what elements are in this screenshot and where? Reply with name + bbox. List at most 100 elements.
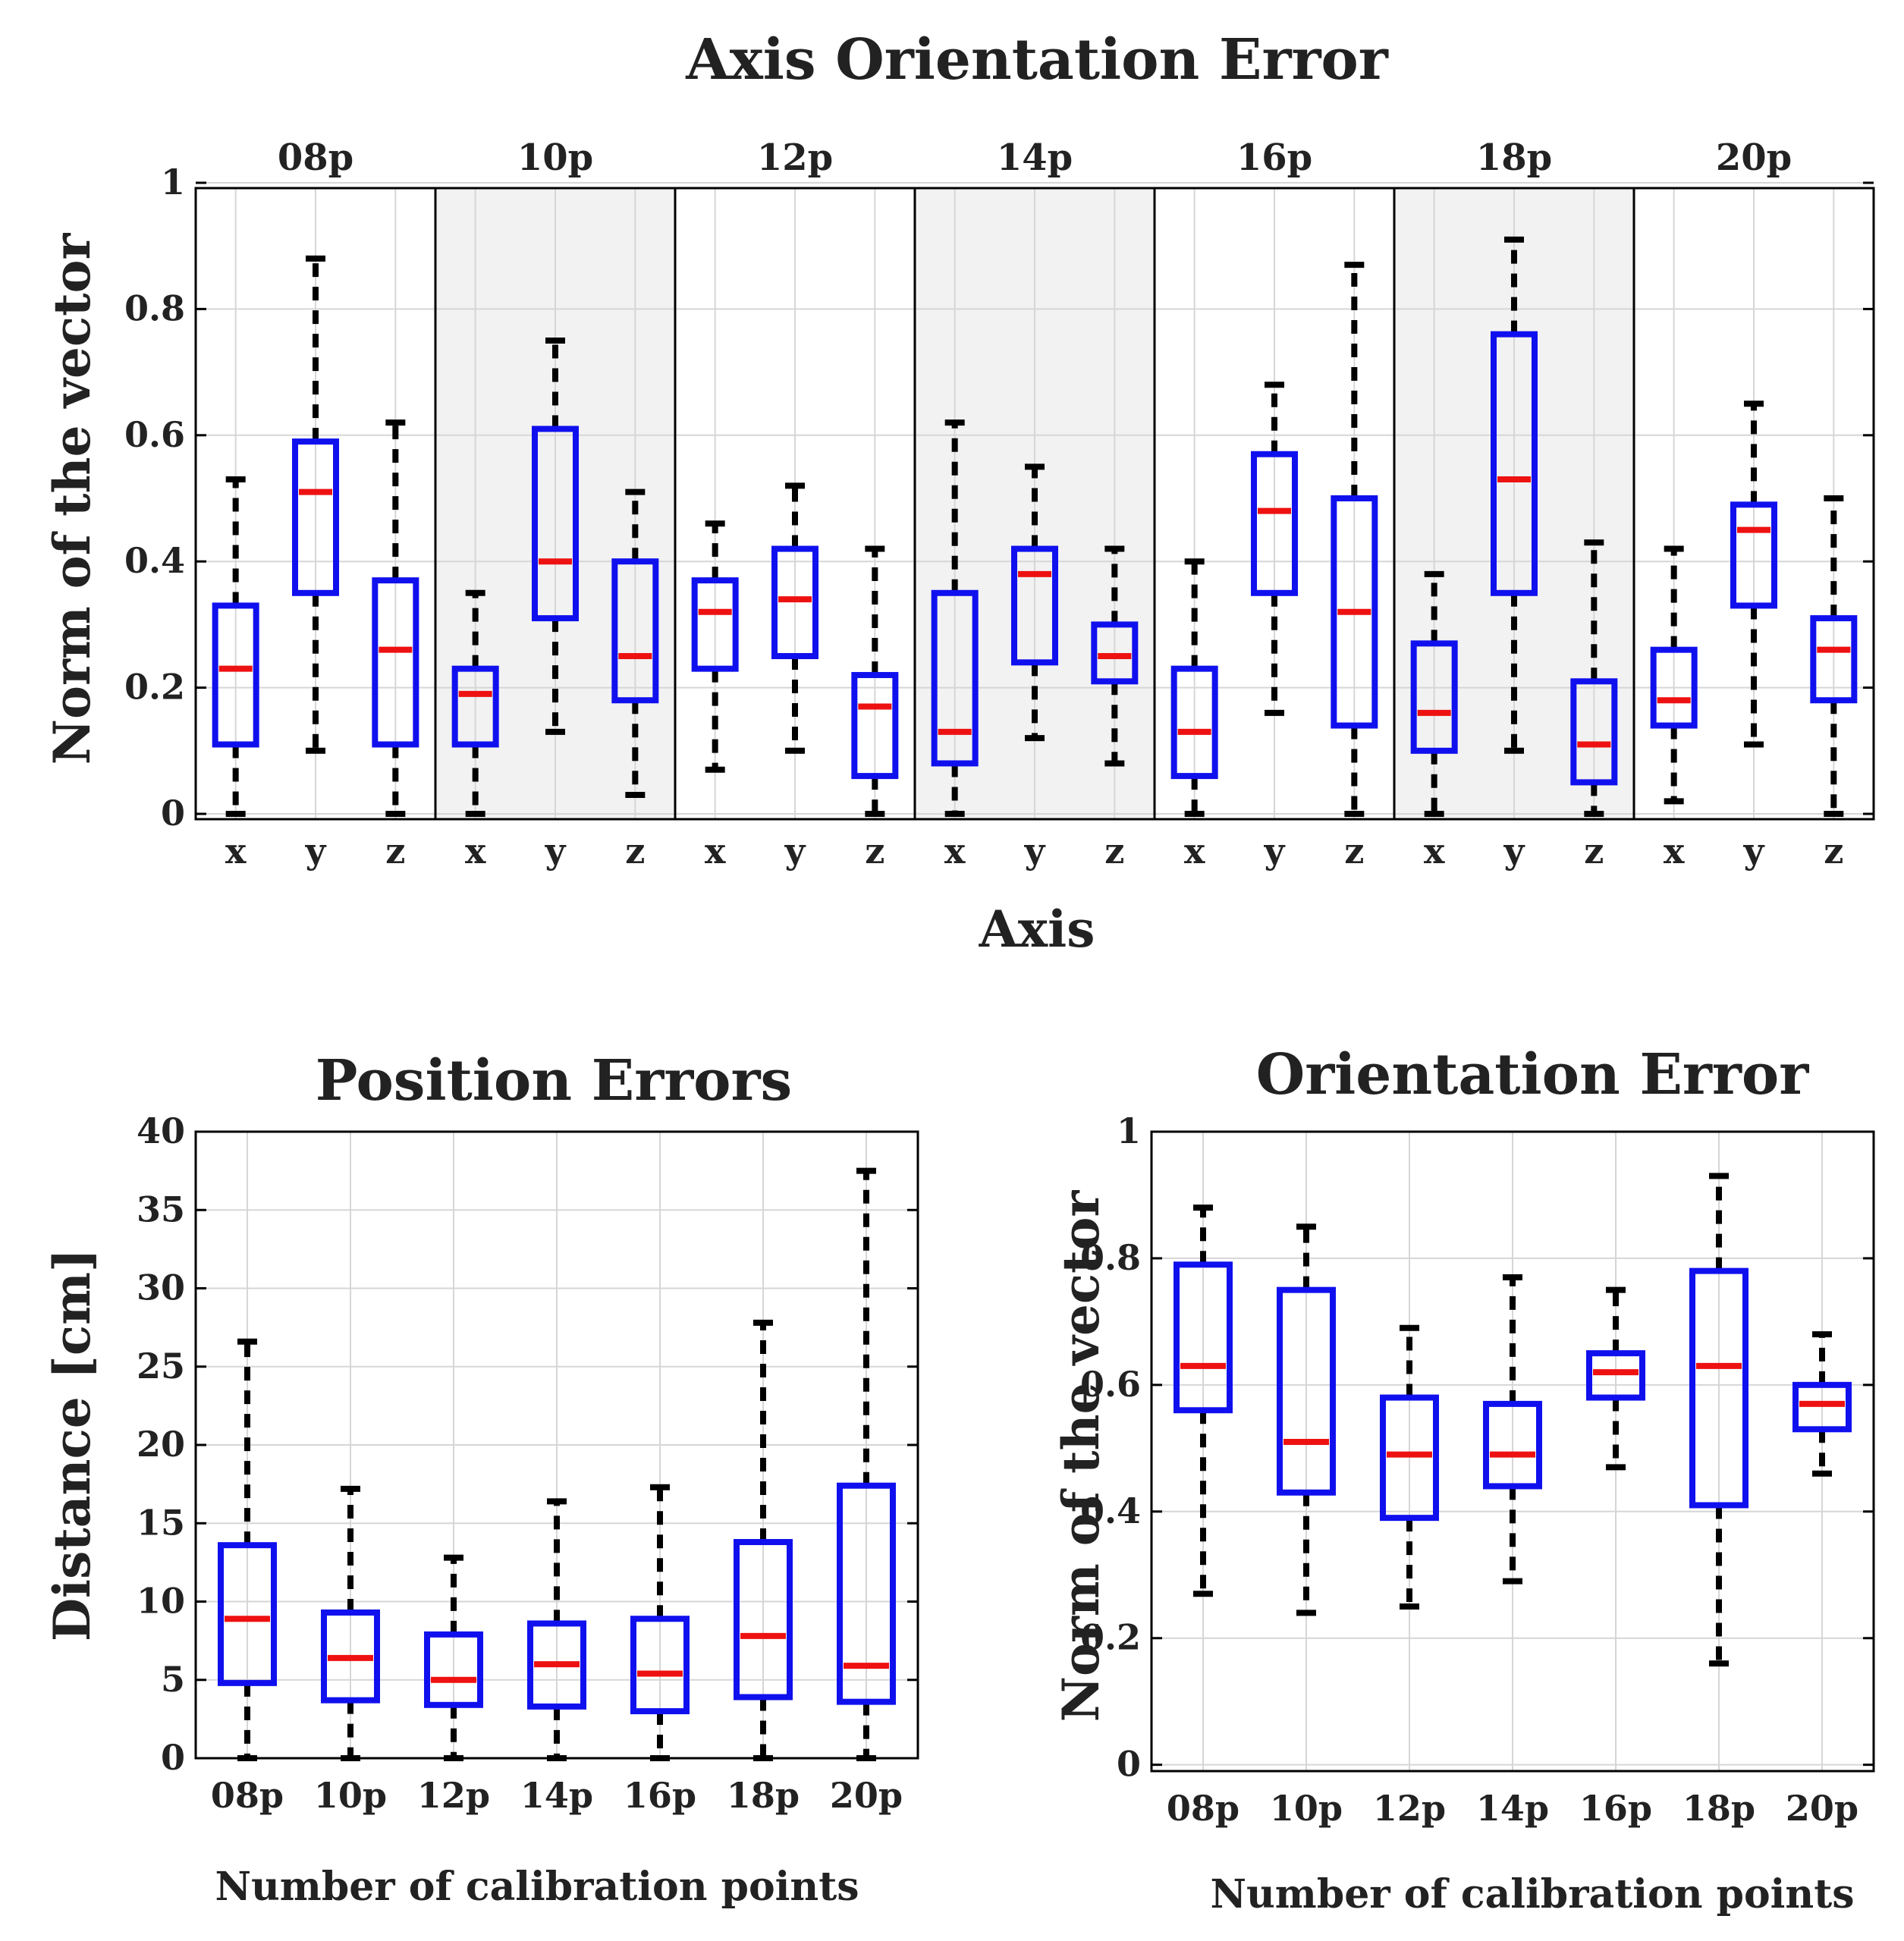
position-18p-box bbox=[734, 1539, 793, 1701]
top-chart-ylabel: Norm of the vector bbox=[42, 232, 102, 765]
group-label-20p: 20p bbox=[1716, 137, 1792, 179]
top-xtick-label: y bbox=[545, 831, 567, 872]
group-label-18p: 18p bbox=[1476, 137, 1552, 179]
top-12p-x-box bbox=[691, 577, 739, 672]
position-xtick-label: 08p bbox=[211, 1775, 284, 1816]
orientation-chart-ylabel: Norm of the vector bbox=[1051, 1189, 1111, 1722]
top-chart-xlabel: Axis bbox=[979, 900, 1095, 959]
top-xtick-label: x bbox=[1664, 831, 1685, 872]
group-label-08p: 08p bbox=[278, 137, 353, 179]
position-ytick-label: 15 bbox=[137, 1502, 185, 1543]
position-ytick-label: 25 bbox=[137, 1346, 185, 1387]
top-08p-y-box bbox=[292, 438, 339, 596]
top-ytick-label: 0.6 bbox=[124, 414, 185, 455]
top-16p-z-box bbox=[1331, 495, 1378, 729]
top-10p-z-box bbox=[611, 558, 659, 704]
orientation-xtick-label: 14p bbox=[1476, 1788, 1549, 1829]
position-10p-box bbox=[321, 1609, 380, 1704]
group-label-14p: 14p bbox=[997, 137, 1073, 179]
top-ytick-label: 1 bbox=[161, 162, 185, 203]
top-xtick-label: y bbox=[1264, 831, 1286, 872]
top-18p-x-box bbox=[1410, 640, 1458, 754]
orientation-08p-box bbox=[1174, 1261, 1233, 1414]
position-xtick-label: 14p bbox=[520, 1775, 593, 1816]
position-ytick-label: 20 bbox=[137, 1424, 185, 1465]
position-chart-plot: 0 5 10 15 20 25 30 35 40 08p 10p 12p 14p 16p 18p 20p bbox=[137, 1110, 919, 1816]
top-18p-y-box bbox=[1491, 331, 1538, 596]
top-xtick-label: x bbox=[944, 831, 966, 872]
orientation-chart-title: Orientation Error bbox=[1256, 1042, 1810, 1107]
orientation-ytick-label: 0.8 bbox=[1080, 1237, 1141, 1278]
position-ytick-label: 35 bbox=[137, 1189, 185, 1230]
position-08p-box bbox=[218, 1542, 277, 1686]
top-xtick-label: x bbox=[225, 831, 247, 872]
position-xtick-label: 18p bbox=[727, 1775, 800, 1816]
position-16p-box bbox=[630, 1616, 690, 1715]
top-xtick-label: z bbox=[1104, 831, 1124, 872]
top-xtick-label: y bbox=[1503, 831, 1525, 872]
top-12p-z-box bbox=[851, 671, 899, 780]
top-xtick-label: y bbox=[1024, 831, 1046, 872]
top-08p-z-box bbox=[372, 577, 419, 748]
orientation-ytick-label: 0.6 bbox=[1080, 1364, 1141, 1405]
position-ytick-label: 40 bbox=[137, 1110, 185, 1151]
top-xtick-label: y bbox=[784, 831, 806, 872]
top-xtick-label: z bbox=[865, 831, 884, 872]
group-label-12p: 12p bbox=[757, 137, 833, 179]
top-20p-y-box bbox=[1730, 501, 1777, 609]
top-chart-plot: 0 0.2 0.4 0.6 0.8 1 08p x y z 10p x y z 12p x y z 14p x y z 16… bbox=[124, 137, 1875, 872]
orientation-chart-plot: 0 0.2 0.4 0.6 0.8 1 08p 10p 12p 14p 16p 18p 20p bbox=[1080, 1110, 1875, 1829]
orientation-10p-box bbox=[1277, 1286, 1336, 1496]
position-xtick-label: 20p bbox=[830, 1775, 903, 1816]
orientation-12p-box bbox=[1380, 1394, 1439, 1522]
position-ytick-label: 0 bbox=[161, 1737, 185, 1778]
top-20p-x-box bbox=[1650, 646, 1698, 729]
top-plot-frame bbox=[194, 187, 1875, 821]
position-ytick-label: 5 bbox=[161, 1659, 185, 1700]
top-ytick-label: 0.8 bbox=[124, 287, 185, 328]
orientation-xtick-label: 12p bbox=[1373, 1788, 1446, 1829]
position-20p-box bbox=[837, 1482, 896, 1705]
orientation-20p-box bbox=[1792, 1381, 1852, 1433]
position-14p-box bbox=[527, 1620, 586, 1710]
top-ytick-label: 0.2 bbox=[124, 667, 185, 708]
position-xtick-label: 16p bbox=[624, 1775, 696, 1816]
orientation-xtick-label: 18p bbox=[1682, 1788, 1755, 1829]
top-xtick-label: x bbox=[1424, 831, 1445, 872]
orientation-ytick-label: 0 bbox=[1117, 1744, 1141, 1785]
orientation-ytick-label: 1 bbox=[1117, 1110, 1141, 1151]
orientation-chart-xlabel: Number of calibration points bbox=[1210, 1871, 1854, 1917]
top-xtick-label: z bbox=[1824, 831, 1843, 872]
orientation-ytick-label: 0.2 bbox=[1080, 1617, 1141, 1658]
top-xtick-label: y bbox=[305, 831, 327, 872]
orientation-14p-box bbox=[1483, 1400, 1542, 1490]
top-xtick-label: z bbox=[1584, 831, 1604, 872]
group-label-10p: 10p bbox=[517, 137, 593, 179]
position-ytick-label: 30 bbox=[137, 1267, 185, 1308]
top-xtick-label: z bbox=[385, 831, 405, 872]
position-chart-ylabel: Distance [cm] bbox=[42, 1248, 102, 1641]
top-14p-x-box bbox=[931, 589, 979, 767]
top-16p-y-box bbox=[1251, 451, 1298, 596]
orientation-16p-box bbox=[1586, 1350, 1645, 1401]
top-xtick-label: x bbox=[705, 831, 726, 872]
orientation-xtick-label: 20p bbox=[1786, 1788, 1858, 1829]
orientation-xtick-label: 16p bbox=[1579, 1788, 1652, 1829]
position-plot-frame bbox=[194, 1130, 919, 1760]
top-ytick-label: 0 bbox=[161, 793, 185, 834]
position-xtick-label: 10p bbox=[314, 1775, 387, 1816]
orientation-xtick-label: 10p bbox=[1270, 1788, 1343, 1829]
orientation-plot-frame bbox=[1150, 1130, 1875, 1773]
position-12p-box bbox=[424, 1631, 483, 1708]
top-10p-x-box bbox=[451, 665, 499, 748]
top-xtick-label: z bbox=[1344, 831, 1364, 872]
position-chart-title: Position Errors bbox=[316, 1048, 792, 1113]
group-label-16p: 16p bbox=[1236, 137, 1312, 179]
top-12p-y-box bbox=[771, 545, 818, 659]
top-chart-title: Axis Orientation Error bbox=[685, 27, 1389, 93]
top-xtick-label: y bbox=[1743, 831, 1765, 872]
orientation-ytick-label: 0.4 bbox=[1080, 1490, 1141, 1531]
position-chart-xlabel: Number of calibration points bbox=[215, 1864, 859, 1910]
orientation-18p-box bbox=[1689, 1267, 1748, 1509]
